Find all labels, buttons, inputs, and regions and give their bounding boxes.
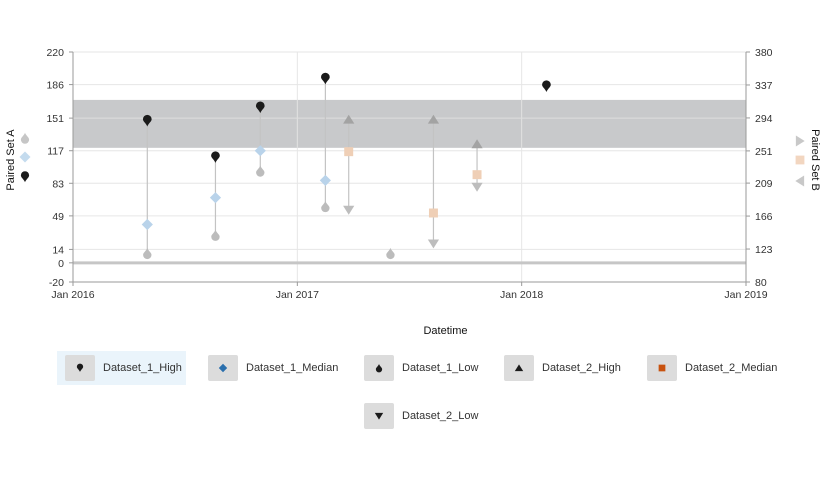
x-tick-label: Jan 2018 bbox=[500, 289, 543, 301]
diamond-icon-shape bbox=[218, 363, 228, 373]
dataset-1-low-point bbox=[256, 165, 265, 177]
y-left-tick-label: 151 bbox=[46, 113, 64, 125]
drop-icon-shape bbox=[375, 364, 383, 373]
y-right-tick-label: 166 bbox=[755, 211, 773, 223]
y-right-tick-label: 80 bbox=[755, 277, 767, 289]
dataset-1-low-point bbox=[211, 229, 220, 241]
y-right-tick-label: 380 bbox=[755, 47, 773, 59]
x-tick-label: Jan 2017 bbox=[276, 289, 319, 301]
plot-area bbox=[73, 52, 746, 282]
x-axis-title: Datetime bbox=[423, 325, 467, 337]
side-legend-left-diamond-icon bbox=[19, 151, 31, 163]
dataset-2-high-point bbox=[343, 114, 355, 124]
legend-item-dataset-2-median[interactable]: Dataset_2_Median bbox=[639, 351, 789, 385]
legend-label: Dataset_2_High bbox=[542, 362, 621, 374]
y-left-tick-label: -20 bbox=[49, 277, 64, 289]
legend-item-dataset-1-low[interactable]: Dataset_1_Low bbox=[356, 351, 486, 385]
y-left-tick-label: 49 bbox=[52, 211, 64, 223]
side-legend-left-pin-icon bbox=[20, 171, 30, 183]
pin-icon-shape bbox=[76, 363, 84, 372]
dataset-2-median-point bbox=[472, 170, 482, 180]
legend-item-dataset-2-low[interactable]: Dataset_2_Low bbox=[356, 399, 486, 433]
legend-label: Dataset_1_Median bbox=[246, 362, 339, 374]
y-right-tick-label: 251 bbox=[755, 146, 773, 158]
y-axis-title-left: Paired Set A bbox=[5, 129, 17, 191]
y-left-tick-label: 0 bbox=[58, 258, 64, 270]
legend-swatch bbox=[364, 403, 394, 429]
dataset-1-high-point bbox=[321, 72, 330, 85]
dataset-1-median-point bbox=[141, 218, 153, 231]
dataset-1-median-point bbox=[254, 145, 266, 157]
pin-icon bbox=[76, 363, 84, 372]
dataset-1-low-point bbox=[386, 247, 395, 260]
y-right-tick-label: 209 bbox=[755, 178, 773, 190]
dataset-2-high-point bbox=[471, 139, 483, 149]
side-legend-left-drop-icon bbox=[20, 132, 30, 144]
dataset-1-low-point bbox=[321, 200, 330, 213]
side-legend-right-triangle-left-icon bbox=[795, 175, 805, 187]
legend-item-dataset-2-high[interactable]: Dataset_2_High bbox=[496, 351, 626, 385]
y-axis-title-right: Paired Set B bbox=[809, 129, 821, 191]
legend-swatch bbox=[364, 355, 394, 381]
triangle-up-icon-shape bbox=[514, 364, 524, 372]
diamond-icon bbox=[218, 363, 228, 373]
y-left-tick-label: 220 bbox=[46, 47, 64, 59]
shaded-band bbox=[73, 99, 746, 148]
triangle-down-icon-shape bbox=[374, 412, 384, 420]
square-icon-shape bbox=[658, 364, 666, 372]
dataset-2-low-point bbox=[343, 205, 355, 215]
legend-label: Dataset_1_High bbox=[103, 362, 182, 374]
dataset-1-high-point bbox=[142, 114, 152, 127]
legend-swatch bbox=[65, 355, 95, 381]
legend-swatch bbox=[647, 355, 677, 381]
legend-label: Dataset_2_Low bbox=[402, 410, 479, 422]
triangle-down-icon bbox=[374, 412, 384, 420]
legend-label: Dataset_1_Low bbox=[402, 362, 479, 374]
y-right-tick-label: 337 bbox=[755, 80, 773, 92]
legend-item-dataset-1-median[interactable]: Dataset_1_Median bbox=[200, 351, 350, 385]
legend-label: Dataset_2_Median bbox=[685, 362, 778, 374]
dataset-2-low-point bbox=[427, 239, 440, 249]
side-legend-right-triangle-right-icon bbox=[795, 135, 805, 147]
dataset-1-high-point bbox=[542, 80, 551, 93]
dataset-2-median-point bbox=[428, 208, 438, 218]
dataset-1-median-point bbox=[319, 174, 331, 187]
legend-swatch bbox=[208, 355, 238, 381]
legend-swatch bbox=[504, 355, 534, 381]
y-left-tick-label: 117 bbox=[47, 146, 64, 158]
dataset-2-high-point bbox=[427, 114, 440, 124]
y-right-tick-label: 294 bbox=[755, 113, 773, 125]
dataset-1-low-point bbox=[143, 247, 152, 260]
side-legend-right-square-icon bbox=[795, 155, 805, 165]
legend-item-dataset-1-high[interactable]: Dataset_1_High bbox=[57, 351, 186, 385]
x-tick-label: Jan 2016 bbox=[51, 289, 94, 301]
dataset-1-high-point bbox=[211, 151, 220, 163]
dataset-1-high-point bbox=[255, 101, 265, 114]
y-left-tick-label: 83 bbox=[52, 178, 64, 190]
square-icon bbox=[658, 364, 666, 372]
dataset-1-median-point bbox=[209, 192, 222, 204]
dataset-2-low-point bbox=[471, 182, 483, 192]
y-left-tick-label: 186 bbox=[46, 80, 64, 92]
y-right-tick-label: 123 bbox=[755, 244, 773, 256]
y-left-tick-label: 14 bbox=[52, 244, 64, 256]
x-tick-label: Jan 2019 bbox=[724, 289, 767, 301]
triangle-up-icon bbox=[514, 364, 524, 372]
drop-icon bbox=[375, 364, 383, 373]
dataset-2-median-point bbox=[344, 147, 354, 157]
